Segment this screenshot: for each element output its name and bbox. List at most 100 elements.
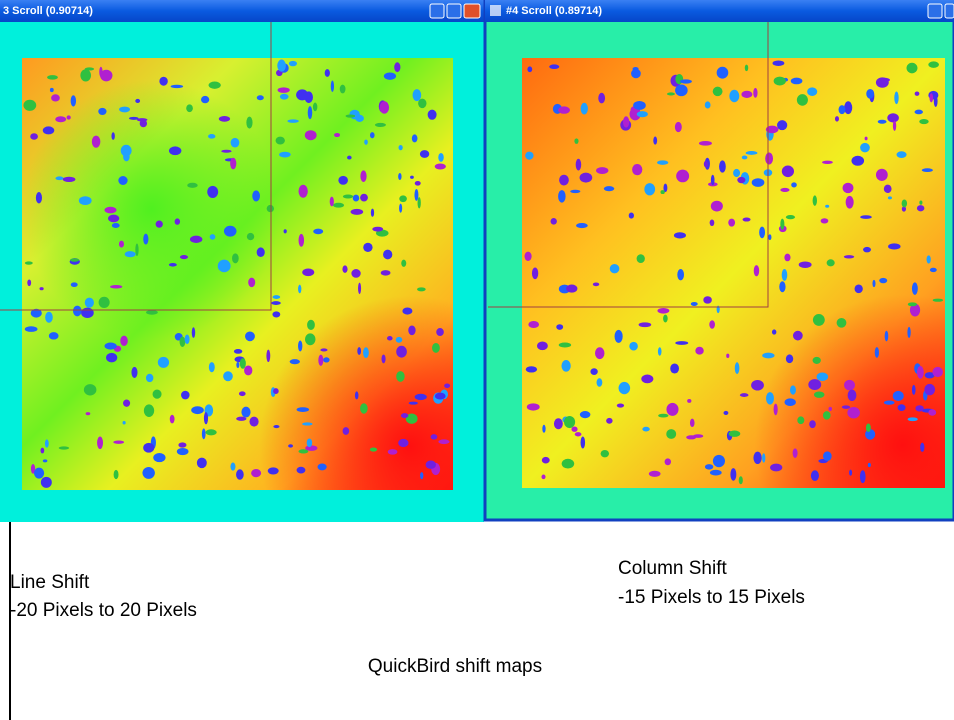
texture-blob xyxy=(192,327,195,338)
texture-blob xyxy=(279,152,291,158)
texture-blob xyxy=(187,183,197,188)
texture-blob xyxy=(559,343,571,348)
texture-blob xyxy=(45,312,53,323)
texture-blob xyxy=(670,363,679,373)
texture-blob xyxy=(581,103,588,115)
texture-blob xyxy=(930,268,937,272)
texture-blob xyxy=(55,116,66,122)
texture-blob xyxy=(691,302,698,306)
texture-blob xyxy=(666,403,678,416)
minimize-button[interactable] xyxy=(430,4,444,18)
texture-blob xyxy=(438,439,449,444)
texture-blob xyxy=(302,422,312,425)
texture-blob xyxy=(41,477,52,488)
texture-blob xyxy=(383,250,392,260)
texture-blob xyxy=(384,72,396,79)
texture-blob xyxy=(790,385,796,394)
texture-blob xyxy=(571,426,577,431)
texture-blob xyxy=(663,315,668,323)
texture-blob xyxy=(837,318,847,328)
texture-blob xyxy=(413,89,422,101)
texture-blob xyxy=(45,439,49,447)
maximize-button[interactable] xyxy=(945,4,954,18)
texture-blob xyxy=(84,384,97,395)
texture-blob xyxy=(629,342,638,351)
close-button[interactable] xyxy=(464,4,480,18)
texture-blob xyxy=(860,143,870,153)
texture-blob xyxy=(144,404,154,417)
texture-blob xyxy=(146,310,158,315)
texture-blob xyxy=(932,367,943,377)
texture-blob xyxy=(597,378,603,387)
texture-blob xyxy=(713,455,725,467)
texture-blob xyxy=(580,173,593,183)
texture-blob xyxy=(169,263,177,267)
texture-blob xyxy=(276,137,285,145)
texture-blob xyxy=(631,69,641,78)
texture-blob xyxy=(23,100,36,111)
maximize-button[interactable] xyxy=(447,4,461,18)
texture-blob xyxy=(675,85,688,97)
texture-blob xyxy=(675,122,682,132)
texture-blob xyxy=(92,136,101,148)
texture-blob xyxy=(426,461,436,469)
texture-blob xyxy=(808,379,821,390)
texture-blob xyxy=(786,215,795,219)
texture-blob xyxy=(676,170,689,183)
texture-blob xyxy=(388,449,398,455)
texture-blob xyxy=(785,398,796,406)
texture-blob xyxy=(398,439,408,447)
texture-blob xyxy=(142,467,154,479)
texture-blob xyxy=(527,403,540,410)
texture-blob xyxy=(140,120,147,128)
texture-blob xyxy=(753,88,757,98)
texture-blob xyxy=(27,279,31,286)
texture-blob xyxy=(814,391,825,397)
texture-blob xyxy=(418,99,426,108)
texture-blob xyxy=(739,476,743,484)
texture-blob xyxy=(63,177,76,182)
texture-blob xyxy=(347,156,352,160)
texture-blob xyxy=(357,347,361,355)
texture-blob xyxy=(559,175,569,186)
texture-blob xyxy=(566,285,577,293)
texture-blob xyxy=(234,349,242,354)
texture-blob xyxy=(813,195,817,205)
texture-blob xyxy=(884,185,892,193)
texture-blob xyxy=(343,427,350,435)
texture-blob xyxy=(50,88,54,92)
texture-blob xyxy=(860,470,866,483)
minimize-button[interactable] xyxy=(928,4,942,18)
texture-blob xyxy=(762,353,774,359)
texture-blob xyxy=(135,99,140,103)
texture-blob xyxy=(705,464,713,470)
texture-blob xyxy=(773,60,785,66)
texture-blob xyxy=(99,297,110,308)
texture-blob xyxy=(114,470,119,479)
texture-blob xyxy=(408,326,415,336)
texture-blob xyxy=(770,464,782,472)
texture-blob xyxy=(71,95,76,106)
texture-blob xyxy=(240,358,246,369)
texture-blob xyxy=(894,91,898,104)
texture-blob xyxy=(653,137,657,145)
texture-blob xyxy=(813,357,821,364)
texture-blob xyxy=(355,391,359,399)
texture-blob xyxy=(759,227,765,239)
texture-blob xyxy=(657,160,668,165)
texture-blob xyxy=(754,265,759,276)
texture-blob xyxy=(171,85,183,88)
texture-blob xyxy=(156,221,163,228)
texture-blob xyxy=(100,70,112,82)
texture-blob xyxy=(774,77,786,86)
texture-blob xyxy=(51,94,60,101)
texture-blob xyxy=(80,69,91,81)
texture-blob xyxy=(885,331,889,342)
texture-blob xyxy=(59,446,69,449)
texture-blob xyxy=(780,219,784,230)
texture-blob xyxy=(884,401,895,405)
texture-blob xyxy=(210,234,216,240)
texture-blob xyxy=(619,382,631,394)
texture-blob xyxy=(556,324,563,330)
texture-blob xyxy=(674,232,686,238)
